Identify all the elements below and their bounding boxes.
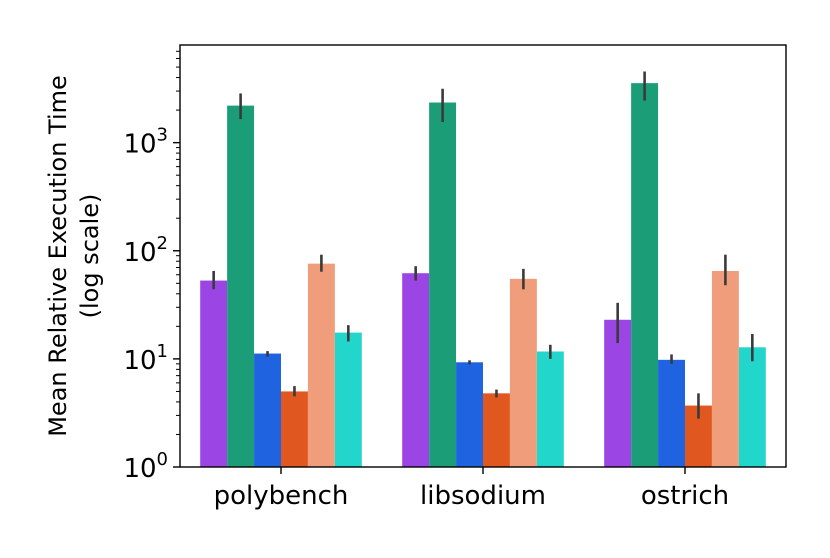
bar [483,393,510,467]
x-tick-label: libsodium [420,481,546,511]
bar [456,362,483,467]
x-tick-label: polybench [214,481,349,511]
y-axis-label: Mean Relative Execution Time (log scale) [44,75,104,437]
bar [200,280,228,467]
bar [429,102,457,468]
bar [281,391,308,467]
bar [711,270,739,467]
y-tick-label: 100 [123,449,168,484]
bar [334,332,362,467]
bar [658,359,685,467]
y-axis-label-line: (log scale) [76,194,104,319]
bar [738,347,766,467]
bar [536,351,564,467]
bar [402,273,430,467]
bar [307,263,335,467]
x-tick-label: ostrich [641,481,729,511]
y-tick-label: 102 [123,233,168,268]
error-bars-layer [212,71,754,419]
y-tick-label: 101 [123,341,168,376]
bar [254,353,281,467]
bar [509,278,537,467]
axes-layer: 100 101 102 103 polybench libsodium ostrich [123,44,787,511]
bar [604,319,632,467]
y-tick-label: 103 [123,125,168,160]
y-axis-label-line: Mean Relative Execution Time [44,75,72,437]
bar [631,83,659,468]
bar [227,105,255,468]
bars-layer [200,83,766,468]
